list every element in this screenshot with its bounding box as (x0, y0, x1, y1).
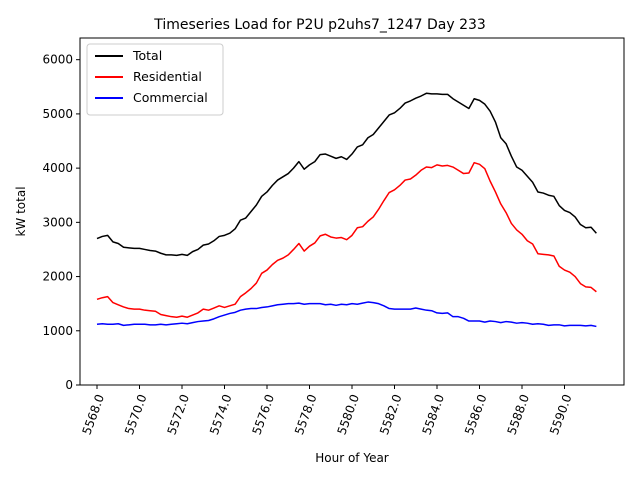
y-tick-label: 3000 (42, 215, 73, 229)
y-tick-label: 1000 (42, 324, 73, 338)
y-axis-label: kW total (14, 186, 28, 236)
y-tick-label: 2000 (42, 270, 73, 284)
legend-label-commercial: Commercial (133, 90, 208, 105)
series-line-residential (96, 161, 597, 318)
y-tick-label: 0 (65, 378, 73, 392)
y-tick-label: 5000 (42, 107, 73, 121)
series-line-total (96, 92, 597, 257)
x-axis-label: Hour of Year (315, 451, 389, 465)
y-axis: 0 1000 2000 3000 4000 5000 6000 (42, 53, 80, 392)
chart-title: Timeseries Load for P2U p2uhs7_1247 Day … (153, 17, 486, 33)
legend-label-total: Total (132, 48, 162, 63)
legend: Total Residential Commercial (86, 43, 224, 116)
legend-label-residential: Residential (133, 69, 202, 84)
y-tick-label: 6000 (42, 53, 73, 67)
plot-area (96, 92, 597, 328)
y-tick-label: 4000 (42, 161, 73, 175)
series-line-commercial (96, 301, 597, 328)
